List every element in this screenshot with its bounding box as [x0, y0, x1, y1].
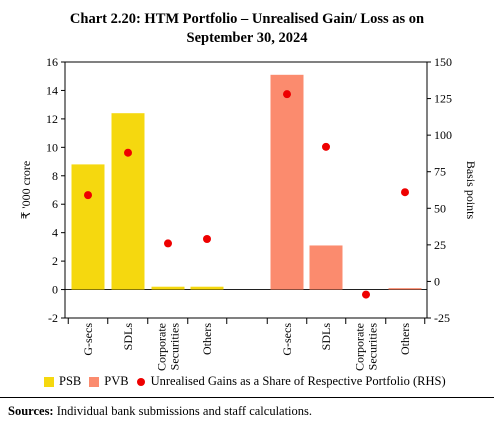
- y-left-tick-label-5: 8: [52, 169, 58, 183]
- chart-legend: PSB PVB Unrealised Gains as a Share of R…: [44, 374, 454, 389]
- legend-label-pvb: PVB: [104, 374, 129, 388]
- sources-text: Individual bank submissions and staff ca…: [56, 404, 313, 418]
- bar-psb-2: [151, 286, 185, 290]
- bar-pvb-3: [388, 288, 422, 290]
- y-left-tick-label-6: 10: [46, 140, 58, 154]
- plot-frame: [64, 61, 428, 319]
- bar-psb-3: [190, 286, 224, 290]
- y-right-tick-label-7: 150: [434, 55, 452, 69]
- y-right-tick-label-3: 50: [434, 201, 446, 215]
- bar-pvb-1: [309, 245, 343, 290]
- x-label-psb-3: Others: [200, 323, 214, 355]
- legend-swatch-psb: [44, 376, 54, 387]
- x-label-psb-0: G-secs: [81, 323, 95, 356]
- x-label-pvb-0: G-secs: [280, 323, 294, 356]
- dot-pvb-0: [283, 90, 291, 99]
- bar-pvb-0: [270, 74, 304, 290]
- x-label-psb-2-line-1: Securities: [168, 323, 182, 371]
- y-left-tick-label-3: 4: [52, 226, 58, 240]
- y-right-tick-label-0: -25: [434, 311, 450, 325]
- bar-psb-1: [111, 113, 145, 290]
- dot-pvb-3: [401, 188, 409, 197]
- sources-label: Sources:: [8, 404, 54, 418]
- dot-psb-1: [124, 148, 132, 157]
- bar-psb-0: [71, 164, 105, 290]
- chart-title-line-2: September 30, 2024: [186, 30, 308, 46]
- y-axis-right-title: Basis points: [464, 161, 478, 220]
- dot-psb-3: [203, 235, 211, 244]
- y-left-tick-label-7: 12: [46, 112, 58, 126]
- y-right-tick-label-2: 25: [434, 238, 446, 252]
- legend-label-psb: PSB: [59, 374, 82, 388]
- legend-swatch-pvb: [89, 376, 100, 387]
- y-right-tick-label-1: 0: [434, 274, 440, 288]
- x-label-pvb-2-line-1: Securities: [366, 323, 380, 371]
- y-left-tick-label-4: 6: [52, 197, 58, 211]
- x-label-psb-1: SDLs: [121, 323, 135, 351]
- y-left-tick-label-0: -2: [48, 311, 58, 325]
- y-left-tick-label-9: 16: [46, 55, 58, 69]
- y-right-tick-label-4: 75: [434, 165, 446, 179]
- legend-item-pvb: PVB: [89, 374, 129, 389]
- x-label-pvb-3: Others: [398, 323, 412, 355]
- y-left-tick-label-2: 2: [52, 254, 58, 268]
- chart-title: Chart 2.20: HTM Portfolio – Unrealised G…: [0, 10, 494, 48]
- legend-label-rhs: Unrealised Gains as a Share of Respectiv…: [150, 374, 446, 388]
- chart-title-line-1: Chart 2.20: HTM Portfolio – Unrealised G…: [69, 11, 425, 27]
- legend-item-psb: PSB: [44, 374, 81, 389]
- x-label-pvb-1: SDLs: [319, 323, 333, 351]
- x-label-psb-2-line-0: Corporate: [155, 323, 169, 371]
- dot-psb-0: [84, 191, 92, 200]
- legend-item-rhs: Unrealised Gains as a Share of Respectiv…: [136, 374, 446, 389]
- footer-divider: [0, 397, 494, 398]
- legend-dot-rhs: [136, 377, 145, 386]
- y-right-tick-label-5: 100: [434, 128, 452, 142]
- dot-pvb-1: [322, 142, 330, 151]
- dot-psb-2: [164, 239, 172, 248]
- y-left-tick-label-1: 0: [52, 283, 58, 297]
- sources-note: Sources: Individual bank submissions and…: [8, 404, 312, 419]
- y-left-tick-label-8: 14: [46, 83, 58, 97]
- y-axis-left-title: ₹ '000 crore: [19, 161, 33, 219]
- dot-pvb-2: [362, 290, 370, 299]
- x-label-pvb-2-line-0: Corporate: [353, 323, 367, 371]
- y-right-tick-label-6: 125: [434, 92, 452, 106]
